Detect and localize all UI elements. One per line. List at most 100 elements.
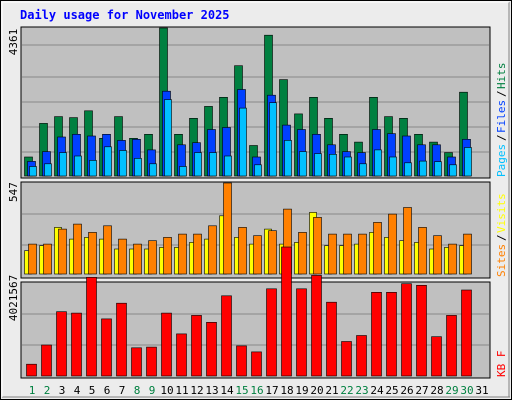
kbytes-bar-day-13 bbox=[206, 321, 217, 377]
pages-bar-day-8 bbox=[134, 158, 142, 177]
sites-bar-day-11 bbox=[178, 233, 187, 275]
kbytes-bar-day-7 bbox=[116, 302, 127, 377]
x-label-day-17: 17 bbox=[265, 384, 278, 397]
kbytes-bar-day-18 bbox=[281, 246, 292, 377]
x-label-day-3: 3 bbox=[59, 384, 66, 397]
x-label-day-9: 9 bbox=[149, 384, 156, 397]
pages-bar-day-17 bbox=[269, 102, 277, 177]
sites-bar-day-20 bbox=[313, 217, 322, 275]
pages-bar-day-15 bbox=[239, 107, 247, 177]
visits-ymax-label: 547 bbox=[7, 182, 20, 202]
pages-bar-day-3 bbox=[59, 152, 67, 177]
x-label-day-31: 31 bbox=[475, 384, 488, 397]
kbytes-bar-day-16 bbox=[251, 351, 262, 377]
kbytes-bar-day-14 bbox=[221, 295, 232, 377]
pages-bar-day-9 bbox=[149, 163, 157, 177]
pages-bar-day-21 bbox=[329, 154, 337, 177]
pages-bar-day-28 bbox=[434, 161, 442, 177]
x-label-day-27: 27 bbox=[415, 384, 428, 397]
kbytes-bar-day-5 bbox=[86, 276, 97, 377]
sites-bar-day-25 bbox=[388, 213, 397, 275]
legend-separator: / bbox=[495, 90, 508, 97]
x-label-day-15: 15 bbox=[235, 384, 248, 397]
chart-title: Daily usage for November 2025 bbox=[20, 8, 230, 22]
kbytes-bar-day-23 bbox=[356, 335, 367, 377]
legend-kbytes: KB F bbox=[495, 351, 508, 378]
sites-bar-day-16 bbox=[253, 235, 262, 275]
sites-bar-day-22 bbox=[343, 233, 352, 275]
kbytes-bar-day-28 bbox=[431, 336, 442, 377]
kbytes-bar-day-21 bbox=[326, 301, 337, 377]
pages-bar-day-5 bbox=[89, 160, 97, 177]
kbytes-bar-day-3 bbox=[56, 311, 67, 377]
chart-bars bbox=[24, 27, 472, 377]
x-axis-labels: 1 2 3 4 5 6 7 8 9 10 11 12 13 14 15 16 17 18 19 20 21 22 23 24 2… bbox=[29, 384, 489, 397]
sites-bar-day-27 bbox=[418, 227, 427, 275]
x-label-day-28: 28 bbox=[430, 384, 443, 397]
legend-pages: Pages bbox=[495, 144, 508, 177]
sites-bar-day-24 bbox=[373, 222, 382, 275]
pages-bar-day-27 bbox=[419, 160, 427, 177]
kbytes-bar-day-27 bbox=[416, 284, 427, 377]
kbytes-ymax-label: 4021567 bbox=[7, 275, 20, 321]
pages-bar-day-19 bbox=[299, 151, 307, 177]
x-label-day-23: 23 bbox=[355, 384, 368, 397]
legend-visits: Visits bbox=[495, 193, 508, 233]
pages-bar-day-29 bbox=[449, 164, 457, 177]
sites-bar-day-5 bbox=[88, 232, 97, 275]
sites-bar-day-1 bbox=[28, 243, 37, 275]
x-label-day-21: 21 bbox=[325, 384, 338, 397]
x-label-day-2: 2 bbox=[44, 384, 51, 397]
sites-bar-day-15 bbox=[238, 227, 247, 275]
kbytes-bar-day-20 bbox=[311, 275, 322, 377]
kbytes-bar-day-22 bbox=[341, 341, 352, 377]
pages-bar-day-24 bbox=[374, 149, 382, 177]
sites-bar-day-14 bbox=[223, 182, 232, 275]
sites-bar-day-13 bbox=[208, 225, 217, 275]
pages-bar-day-26 bbox=[404, 162, 412, 177]
sites-bar-day-4 bbox=[73, 223, 82, 275]
x-label-day-19: 19 bbox=[295, 384, 308, 397]
kbytes-bar-day-15 bbox=[236, 345, 247, 377]
x-label-day-20: 20 bbox=[310, 384, 323, 397]
sites-bar-day-3 bbox=[58, 228, 67, 275]
pages-bar-day-11 bbox=[179, 166, 187, 177]
pages-bar-day-22 bbox=[344, 156, 352, 177]
pages-bar-day-23 bbox=[359, 163, 367, 177]
sites-bar-day-17 bbox=[268, 230, 277, 275]
legend-files: Files bbox=[495, 100, 508, 133]
x-label-day-16: 16 bbox=[250, 384, 263, 397]
sites-bar-day-26 bbox=[403, 207, 412, 275]
pages-bar-day-16 bbox=[254, 164, 262, 177]
x-label-day-30: 30 bbox=[460, 384, 473, 397]
x-label-day-5: 5 bbox=[89, 384, 96, 397]
hits-ymax-label: 4361 bbox=[7, 29, 20, 56]
pages-bar-day-10 bbox=[164, 99, 172, 177]
pages-bar-day-13 bbox=[209, 152, 217, 177]
x-label-day-14: 14 bbox=[220, 384, 234, 397]
pages-bar-day-14 bbox=[224, 155, 232, 177]
pages-bar-day-1 bbox=[29, 166, 37, 177]
sites-bar-day-7 bbox=[118, 238, 127, 275]
sites-bar-day-29 bbox=[448, 243, 457, 275]
pages-bar-day-12 bbox=[194, 152, 202, 177]
sites-bar-day-12 bbox=[193, 233, 202, 275]
kbytes-bar-day-25 bbox=[386, 291, 397, 377]
x-label-day-25: 25 bbox=[385, 384, 398, 397]
x-label-day-24: 24 bbox=[370, 384, 384, 397]
pages-bar-day-4 bbox=[74, 155, 82, 177]
x-label-day-10: 10 bbox=[160, 384, 173, 397]
x-label-day-1: 1 bbox=[29, 384, 36, 397]
sites-bar-day-28 bbox=[433, 235, 442, 275]
pages-bar-day-25 bbox=[389, 156, 397, 177]
pages-bar-day-7 bbox=[119, 150, 127, 177]
kbytes-bar-day-4 bbox=[71, 312, 82, 377]
kbytes-bar-day-10 bbox=[161, 312, 172, 377]
sites-bar-day-19 bbox=[298, 232, 307, 275]
sites-bar-day-8 bbox=[133, 243, 142, 275]
kbytes-bar-day-26 bbox=[401, 283, 412, 377]
kbytes-bar-day-29 bbox=[446, 315, 457, 377]
x-label-day-11: 11 bbox=[175, 384, 188, 397]
kbytes-bar-day-17 bbox=[266, 288, 277, 377]
pages-bar-day-20 bbox=[314, 153, 322, 177]
